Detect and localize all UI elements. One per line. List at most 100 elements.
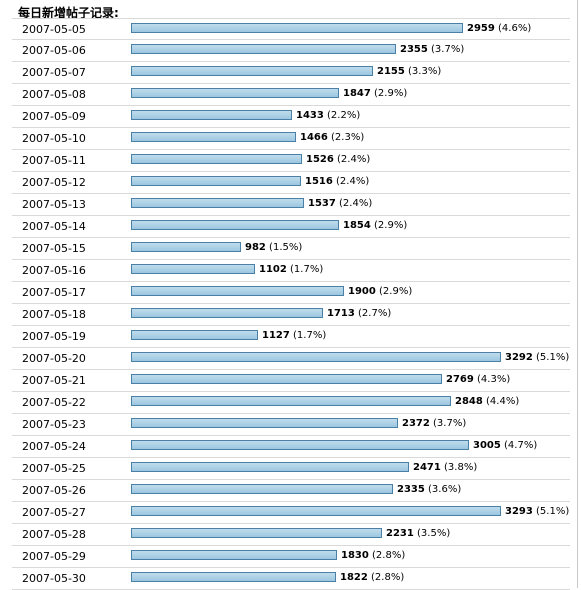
- value-label: 1516 (2.4%): [305, 176, 369, 187]
- value-number: 2231: [386, 528, 414, 539]
- value-number: 1433: [296, 110, 324, 121]
- chart-row: 2007-05-07 2155 (3.3%): [12, 62, 570, 84]
- value-percent: (2.9%): [370, 220, 408, 231]
- chart-title: 每日新增帖子记录:: [18, 6, 119, 20]
- date-label: 2007-05-27: [22, 506, 86, 519]
- chart-row: 2007-05-20 3292 (5.1%): [12, 348, 570, 370]
- chart-row: 2007-05-15 982 (1.5%): [12, 238, 570, 260]
- value-number: 982: [245, 242, 266, 253]
- date-label: 2007-05-12: [22, 176, 86, 189]
- value-number: 2848: [455, 396, 483, 407]
- value-label: 982 (1.5%): [245, 242, 302, 253]
- value-percent: (2.9%): [375, 286, 413, 297]
- date-label: 2007-05-06: [22, 44, 86, 57]
- value-percent: (5.1%): [532, 352, 570, 363]
- value-number: 2355: [400, 44, 428, 55]
- value-label: 1433 (2.2%): [296, 110, 360, 121]
- value-label: 3293 (5.1%): [505, 506, 569, 517]
- date-label: 2007-05-28: [22, 528, 86, 541]
- chart-row: 2007-05-13 1537 (2.4%): [12, 194, 570, 216]
- chart-bar: [131, 154, 302, 164]
- chart-row: 2007-05-05 2959 (4.6%): [12, 18, 570, 40]
- chart-row: 2007-05-23 2372 (3.7%): [12, 414, 570, 436]
- value-number: 2769: [446, 374, 474, 385]
- chart-row: 2007-05-28 2231 (3.5%): [12, 524, 570, 546]
- value-label: 2231 (3.5%): [386, 528, 450, 539]
- value-percent: (2.8%): [368, 550, 406, 561]
- value-percent: (4.7%): [500, 440, 538, 451]
- chart-bar: [131, 264, 255, 274]
- chart-bar: [131, 352, 501, 362]
- date-label: 2007-05-29: [22, 550, 86, 563]
- chart-bar: [131, 506, 501, 516]
- chart-row: 2007-05-27 3293 (5.1%): [12, 502, 570, 524]
- value-number: 2959: [467, 23, 495, 34]
- value-percent: (4.4%): [482, 396, 520, 407]
- value-label: 2959 (4.6%): [467, 23, 531, 34]
- date-label: 2007-05-30: [22, 572, 86, 585]
- chart-row: 2007-05-18 1713 (2.7%): [12, 304, 570, 326]
- chart-row: 2007-05-06 2355 (3.7%): [12, 40, 570, 62]
- chart-bar: [131, 440, 469, 450]
- value-label: 1526 (2.4%): [306, 154, 370, 165]
- value-label: 3292 (5.1%): [505, 352, 569, 363]
- value-number: 1537: [308, 198, 336, 209]
- chart-bar: [131, 572, 336, 582]
- chart-bar: [131, 110, 292, 120]
- chart-row: 2007-05-30 1822 (2.8%): [12, 568, 570, 590]
- value-percent: (2.7%): [354, 308, 392, 319]
- value-percent: (2.4%): [333, 154, 371, 165]
- value-percent: (1.5%): [265, 242, 303, 253]
- date-label: 2007-05-24: [22, 440, 86, 453]
- value-number: 1830: [341, 550, 369, 561]
- value-label: 1854 (2.9%): [343, 220, 407, 231]
- chart-row: 2007-05-26 2335 (3.6%): [12, 480, 570, 502]
- chart-bar: [131, 132, 296, 142]
- value-number: 1466: [300, 132, 328, 143]
- value-percent: (3.8%): [440, 462, 478, 473]
- chart-bar: [131, 330, 258, 340]
- date-label: 2007-05-10: [22, 132, 86, 145]
- value-percent: (1.7%): [289, 330, 327, 341]
- chart-row: 2007-05-29 1830 (2.8%): [12, 546, 570, 568]
- value-number: 2471: [413, 462, 441, 473]
- chart-bar: [131, 528, 382, 538]
- value-label: 1466 (2.3%): [300, 132, 364, 143]
- chart-row: 2007-05-14 1854 (2.9%): [12, 216, 570, 238]
- date-label: 2007-05-14: [22, 220, 86, 233]
- value-percent: (4.6%): [494, 23, 532, 34]
- value-label: 1900 (2.9%): [348, 286, 412, 297]
- chart-row: 2007-05-10 1466 (2.3%): [12, 128, 570, 150]
- chart-bar: [131, 176, 301, 186]
- value-number: 3005: [473, 440, 501, 451]
- value-number: 1900: [348, 286, 376, 297]
- date-label: 2007-05-07: [22, 66, 86, 79]
- chart-bar: [131, 23, 463, 33]
- chart-bar: [131, 66, 373, 76]
- chart-bar: [131, 396, 451, 406]
- value-percent: (3.7%): [429, 418, 467, 429]
- chart-bar: [131, 242, 241, 252]
- value-label: 2155 (3.3%): [377, 66, 441, 77]
- value-number: 3292: [505, 352, 533, 363]
- date-label: 2007-05-18: [22, 308, 86, 321]
- chart-bar: [131, 418, 398, 428]
- date-label: 2007-05-16: [22, 264, 86, 277]
- value-percent: (2.9%): [370, 88, 408, 99]
- date-label: 2007-05-21: [22, 374, 86, 387]
- value-label: 1830 (2.8%): [341, 550, 405, 561]
- chart-row: 2007-05-12 1516 (2.4%): [12, 172, 570, 194]
- chart-bar: [131, 374, 442, 384]
- value-number: 2335: [397, 484, 425, 495]
- chart-bar: [131, 44, 396, 54]
- value-label: 3005 (4.7%): [473, 440, 537, 451]
- chart-bar: [131, 220, 339, 230]
- value-percent: (2.2%): [323, 110, 361, 121]
- chart-row: 2007-05-09 1433 (2.2%): [12, 106, 570, 128]
- value-label: 1127 (1.7%): [262, 330, 326, 341]
- value-number: 1854: [343, 220, 371, 231]
- chart-row: 2007-05-16 1102 (1.7%): [12, 260, 570, 282]
- value-label: 2335 (3.6%): [397, 484, 461, 495]
- value-percent: (2.4%): [335, 198, 373, 209]
- value-number: 1102: [259, 264, 287, 275]
